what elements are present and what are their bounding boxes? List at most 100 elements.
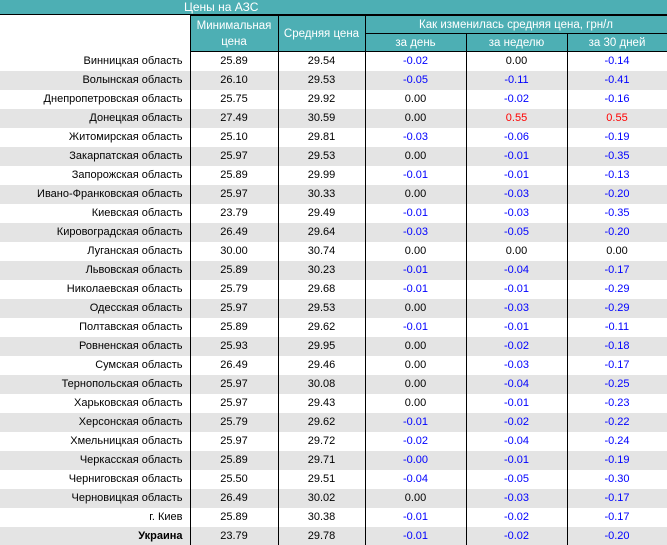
region-cell: Ивано-Франковская область (0, 184, 191, 204)
table-row: Херсонская область 25.79 29.62 -0.01 -0.02 -0… (0, 412, 667, 432)
change-day-cell: 0.00 (365, 146, 467, 166)
min-price-cell: 25.97 (190, 393, 279, 413)
change-day-cell: -0.00 (365, 450, 467, 470)
min-price-cell: 26.49 (190, 355, 279, 375)
min-price-cell: 26.49 (190, 488, 279, 508)
change-30days-cell: -0.41 (567, 70, 667, 90)
change-value: -0.41 (604, 74, 630, 86)
min-price-cell: 25.89 (190, 507, 279, 527)
change-week-column-header: за неделю (465, 33, 568, 52)
change-30days-cell: -0.18 (567, 336, 667, 356)
table-row: Запорожская область 25.89 29.99 -0.01 -0.01 -… (0, 165, 667, 185)
change-day-cell: -0.01 (365, 317, 467, 337)
min-price-cell: 26.10 (190, 70, 279, 90)
change-value: -0.01 (402, 169, 429, 181)
min-price-cell: 25.93 (190, 336, 279, 356)
avg-price-cell: 29.51 (278, 469, 366, 489)
change-value: -0.35 (604, 150, 630, 162)
change-week-cell: -0.02 (466, 89, 568, 109)
change-value: -0.01 (402, 416, 429, 428)
change-value: -0.05 (503, 473, 530, 485)
avg-price-cell: 29.64 (278, 222, 366, 242)
change-30days-cell: -0.17 (567, 260, 667, 280)
region-cell: Ровненская область (0, 336, 191, 356)
min-price-cell: 25.89 (190, 51, 279, 71)
avg-price-cell: 29.43 (278, 393, 366, 413)
avg-price-cell: 29.54 (278, 51, 366, 71)
change-day-cell: -0.01 (365, 412, 467, 432)
change-value: -0.20 (604, 226, 630, 238)
table-row: Киевская область 23.79 29.49 -0.01 -0.03 -0.3… (0, 203, 667, 223)
change-week-cell: -0.01 (466, 450, 568, 470)
change-day-cell: -0.03 (365, 222, 467, 242)
avg-price-cell: 30.38 (278, 507, 366, 527)
change-30days-cell: -0.13 (567, 165, 667, 185)
change-value: -0.04 (402, 473, 429, 485)
region-cell: Львовская область (0, 260, 191, 280)
change-day-cell: -0.01 (365, 507, 467, 527)
change-value: 0.55 (606, 112, 628, 124)
avg-price-cell: 30.74 (278, 241, 366, 261)
min-price-cell: 25.89 (190, 165, 279, 185)
change-value: 0.00 (404, 188, 427, 200)
change-week-cell: 0.00 (466, 241, 568, 261)
change-30days-cell: -0.17 (567, 488, 667, 508)
min-price-cell: 25.97 (190, 431, 279, 451)
change-value: -0.24 (604, 435, 630, 447)
region-cell: Черкасская область (0, 450, 191, 470)
change-value: -0.03 (503, 492, 530, 504)
change-30days-cell: -0.19 (567, 450, 667, 470)
change-day-cell: 0.00 (365, 374, 467, 394)
change-value: -0.01 (503, 169, 530, 181)
table-row: Тернопольская область 25.97 30.08 0.00 -0.04… (0, 374, 667, 394)
change-value: -0.01 (402, 321, 429, 333)
change-day-cell: 0.00 (365, 393, 467, 413)
change-value: -0.05 (503, 226, 530, 238)
avg-price-cell: 29.53 (278, 298, 366, 318)
change-day-cell: 0.00 (365, 355, 467, 375)
change-30days-cell: -0.11 (567, 317, 667, 337)
region-cell: Винницкая область (0, 51, 191, 71)
change-week-cell: -0.06 (466, 127, 568, 147)
min-price-cell: 25.79 (190, 412, 279, 432)
change-value: -0.01 (402, 529, 429, 542)
avg-price-cell: 30.23 (278, 260, 366, 280)
change-value: 0.00 (404, 397, 427, 409)
avg-price-cell: 29.99 (278, 165, 366, 185)
change-value: -0.01 (503, 150, 530, 162)
change-week-cell: -0.05 (466, 222, 568, 242)
change-value: -0.01 (503, 397, 530, 409)
min-price-cell: 25.97 (190, 298, 279, 318)
table-row: г. Киев 25.89 30.38 -0.01 -0.02 -0.17 (0, 507, 667, 527)
change-value: -0.17 (604, 359, 630, 371)
change-value: -0.13 (604, 169, 630, 181)
change-value: 0.00 (404, 492, 427, 504)
change-30days-cell: -0.16 (567, 89, 667, 109)
region-cell: Житомирская область (0, 127, 191, 147)
change-value: -0.11 (604, 321, 630, 333)
change-value: -0.14 (604, 55, 630, 68)
change-30days-cell: -0.24 (567, 431, 667, 451)
change-day-cell: -0.01 (365, 260, 467, 280)
change-value: -0.02 (402, 435, 429, 447)
change-value: 0.00 (404, 378, 427, 390)
change-day-cell: 0.00 (365, 89, 467, 109)
min-price-cell: 25.10 (190, 127, 279, 147)
avg-price-cell: 29.81 (278, 127, 366, 147)
min-price-column-header: Минимальная цена (189, 15, 279, 52)
min-price-cell: 25.97 (190, 184, 279, 204)
avg-price-cell: 29.46 (278, 355, 366, 375)
avg-price-cell: 29.78 (278, 526, 366, 545)
region-cell: Волынская область (0, 70, 191, 90)
change-value: -0.01 (402, 511, 429, 523)
corner-header-cell (0, 15, 190, 52)
change-value: -0.35 (604, 207, 630, 219)
min-price-cell: 27.49 (190, 108, 279, 128)
change-week-cell: -0.02 (466, 526, 568, 545)
change-day-cell: -0.01 (365, 165, 467, 185)
change-30days-column-header: за 30 дней (566, 33, 667, 52)
change-day-cell: 0.00 (365, 241, 467, 261)
region-cell: Луганская область (0, 241, 191, 261)
change-30days-cell: -0.20 (567, 526, 667, 545)
table-row: Луганская область 30.00 30.74 0.00 0.00 0.00 (0, 241, 667, 261)
